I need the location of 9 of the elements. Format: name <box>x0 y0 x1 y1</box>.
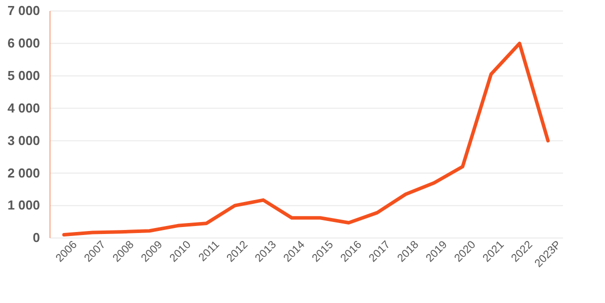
y-tick-label: 4 000 <box>7 100 40 116</box>
line-series <box>62 42 550 237</box>
y-tick-label: 2 000 <box>7 165 40 180</box>
y-tick-label: 1 000 <box>7 198 40 213</box>
y-tick-label: 5 000 <box>7 68 40 84</box>
y-tick-label: 7 000 <box>7 3 40 18</box>
y-tick-label: 6 000 <box>7 36 40 51</box>
y-tick-label: 3 000 <box>7 132 40 148</box>
y-tick-label: 0 <box>32 230 40 246</box>
